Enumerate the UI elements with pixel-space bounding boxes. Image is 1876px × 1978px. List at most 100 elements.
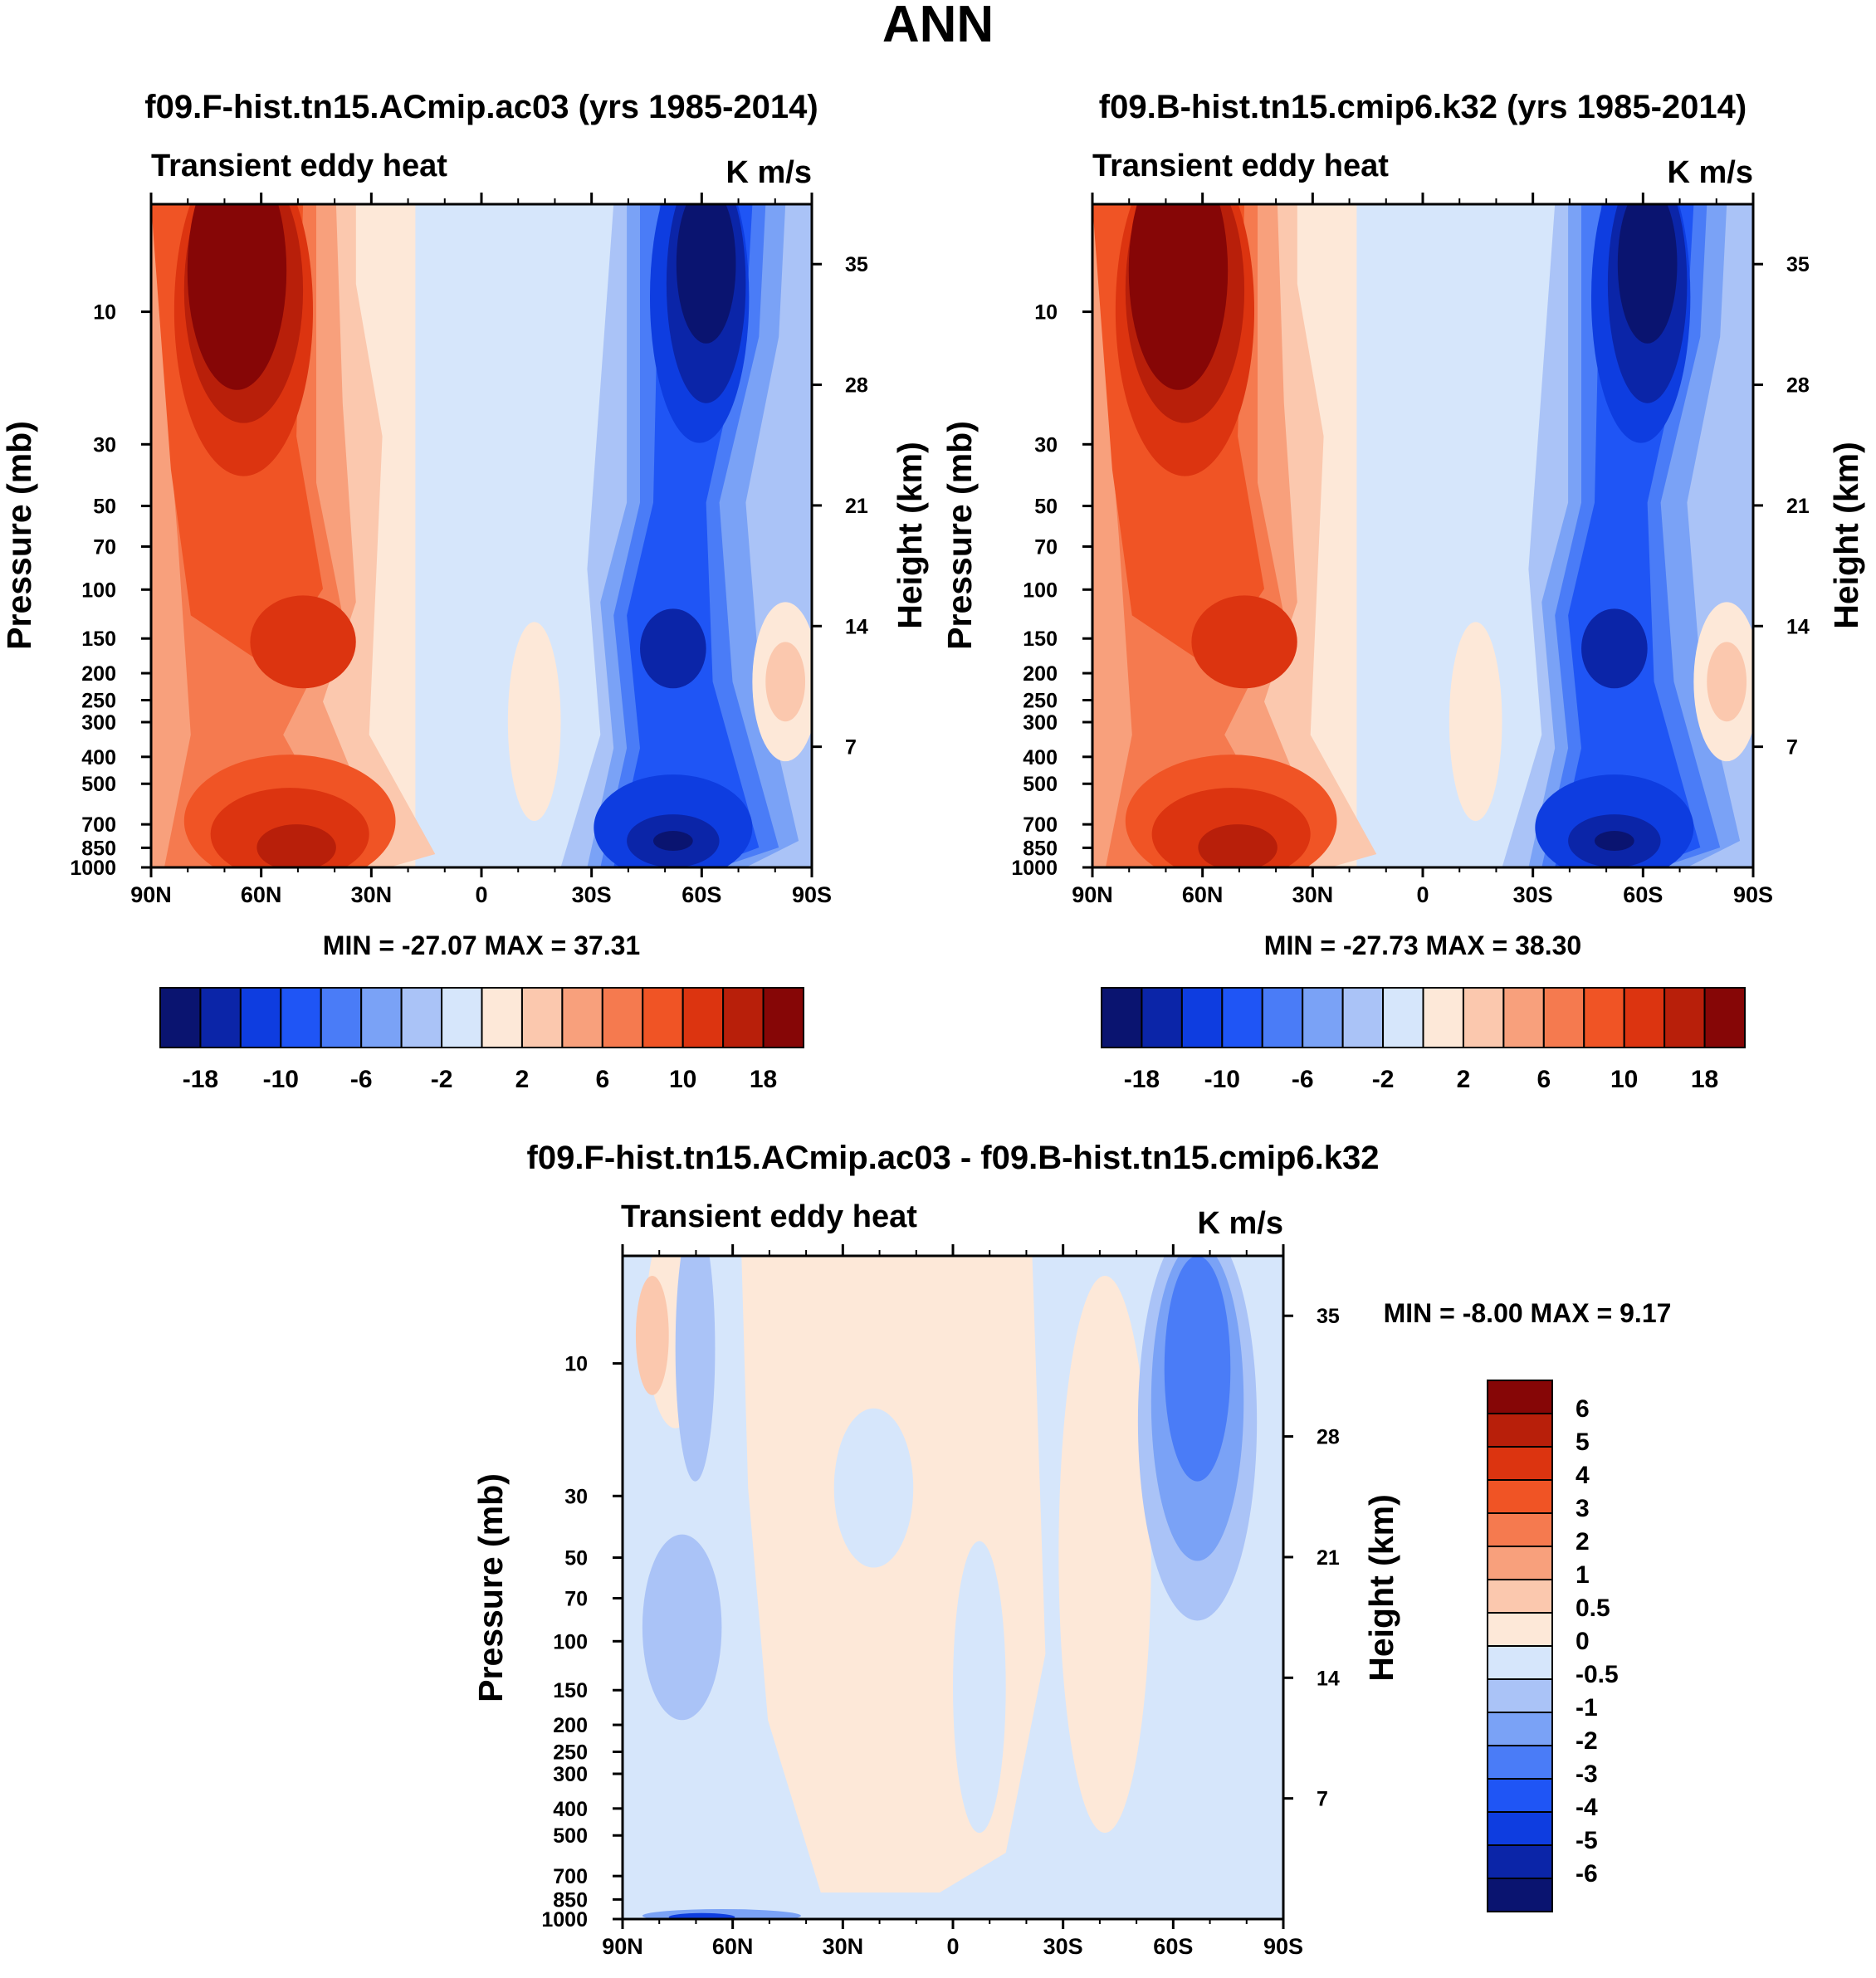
- panel-3-ylabel: Pressure (mb): [471, 1473, 510, 1702]
- colorbar-box: [561, 987, 603, 1048]
- colorbar-label: -0.5: [1576, 1661, 1619, 1688]
- tropical-warm-patch: [1449, 622, 1502, 822]
- colorbar-box: [1341, 987, 1385, 1048]
- panel-1-colorbar: -18 -10 -6 -2 2 6 10 18: [159, 987, 804, 1093]
- panel-1-minmax: MIN = -27.07 MAX = 37.31: [323, 930, 640, 960]
- colorbar-label: 18: [750, 1066, 777, 1093]
- y-tick-label: 400: [1023, 746, 1058, 769]
- colorbar-box: [1487, 1678, 1553, 1713]
- colorbar-box: [441, 987, 483, 1048]
- panel-3-contour-field: [635, 1256, 1258, 1919]
- y-tick-label: 100: [1023, 579, 1058, 602]
- y-tick-label: 850: [1023, 837, 1058, 860]
- x-tick-label: 90S: [1733, 882, 1773, 907]
- colorbar-box: [1261, 987, 1304, 1048]
- y-tick-label: 700: [553, 1865, 588, 1888]
- y-tick-label: 250: [1023, 689, 1058, 712]
- panel-3-title: f09.F-hist.tn15.ACmip.ac03 - f09.B-hist.…: [527, 1140, 1380, 1176]
- warm-core-18-plus: [1128, 204, 1229, 390]
- warm-lowtrop-14-18: [1198, 824, 1278, 867]
- y-tick-label: 500: [553, 1824, 588, 1848]
- y-tick-label: 300: [553, 1763, 588, 1786]
- panel-2-axes: 90N 60N 30N 0 30S 60S 90S103050701001502002503…: [1011, 193, 1810, 907]
- y-tick-label: 1000: [1011, 857, 1058, 880]
- colorbar-box: [682, 987, 725, 1048]
- panel-3-minmax: MIN = -8.00 MAX = 9.17: [1384, 1298, 1672, 1328]
- colorbar-box: [320, 987, 363, 1048]
- panel-1-left-subtitle: Transient eddy heat: [151, 149, 447, 183]
- height-tick-label: 21: [845, 495, 868, 518]
- diff-cool-pocket-1: [833, 1408, 914, 1568]
- y-tick-label: 30: [564, 1485, 588, 1508]
- y-tick-label: 200: [1023, 662, 1058, 686]
- height-tick-label: 28: [1786, 374, 1810, 398]
- height-tick-label: 28: [1317, 1426, 1340, 1449]
- colorbar-box: [642, 987, 684, 1048]
- tropical-warm-patch: [507, 622, 561, 822]
- y-tick-label: 70: [93, 535, 116, 559]
- colorbar-label: 6: [595, 1066, 609, 1093]
- height-tick-label: 14: [1317, 1667, 1340, 1690]
- height-tick-label: 21: [1786, 495, 1810, 518]
- y-tick-label: 500: [1023, 773, 1058, 796]
- panel-2-ylabel: Pressure (mb): [940, 421, 979, 650]
- colorbar-box: [1487, 1579, 1553, 1614]
- y-tick-label: 50: [93, 496, 116, 519]
- colorbar-box: [360, 987, 403, 1048]
- x-tick-label: 90S: [1263, 1934, 1303, 1959]
- x-tick-label: 60N: [1182, 882, 1224, 907]
- panel-1-units: K m/s: [726, 155, 812, 190]
- x-tick-label: 90S: [792, 882, 832, 907]
- height-tick-label: 7: [845, 736, 857, 759]
- colorbar-label: 0: [1576, 1628, 1590, 1655]
- colorbar-label: -6: [1292, 1066, 1314, 1093]
- colorbar-box: [1502, 987, 1545, 1048]
- y-tick-label: 10: [93, 301, 116, 325]
- diff-warm-np-core: [635, 1275, 669, 1395]
- colorbar-label: 6: [1576, 1395, 1590, 1423]
- colorbar-label: 1: [1576, 1561, 1590, 1589]
- panel-2-ylabel-right: Height (km): [1827, 442, 1865, 629]
- colorbar-box: [520, 987, 564, 1048]
- y-tick-label: 250: [553, 1741, 588, 1764]
- panel-1-title: f09.F-hist.tn15.ACmip.ac03 (yrs 1985-201…: [144, 89, 818, 125]
- colorbar-box: [1487, 1745, 1553, 1780]
- y-tick-label: 1000: [541, 1908, 588, 1932]
- colorbar-box: [280, 987, 322, 1048]
- panel-2-contour-field: [1092, 204, 1753, 867]
- height-tick-label: 14: [845, 615, 868, 638]
- x-tick-label: 60S: [1153, 1934, 1193, 1959]
- colorbar-label: -3: [1576, 1761, 1598, 1788]
- colorbar-box: [1487, 1778, 1553, 1813]
- panel-1-axes: 90N 60N 30N 0 30S 60S 90S103050701001502002503…: [70, 193, 868, 907]
- panel-1: f09.F-hist.tn15.ACmip.ac03 (yrs 1985-201…: [0, 89, 929, 1093]
- y-tick-label: 250: [81, 689, 116, 712]
- colorbar-box: [1141, 987, 1183, 1048]
- colorbar-label: 10: [669, 1066, 696, 1093]
- panel-3-ylabel-right: Height (km): [1362, 1494, 1400, 1682]
- y-tick-label: 400: [81, 746, 116, 769]
- colorbar-label: -6: [1576, 1860, 1598, 1888]
- colorbar-label: -2: [1372, 1066, 1395, 1093]
- diff-cool-sp-core: [1164, 1256, 1231, 1482]
- y-tick-label: 10: [564, 1353, 588, 1376]
- colorbar-box: [1487, 1612, 1553, 1647]
- colorbar-box: [1302, 987, 1344, 1048]
- panel-2-units: K m/s: [1668, 155, 1753, 190]
- colorbar-label: 2: [1457, 1066, 1471, 1093]
- height-tick-label: 21: [1317, 1546, 1340, 1570]
- y-tick-label: 10: [1034, 301, 1058, 325]
- y-tick-label: 850: [81, 837, 116, 860]
- colorbar-box: [1422, 987, 1464, 1048]
- y-tick-label: 100: [81, 579, 116, 602]
- polar-warm-core: [1707, 642, 1747, 722]
- y-tick-label: 400: [553, 1798, 588, 1821]
- colorbar-box: [239, 987, 282, 1048]
- diff-cool-nh-trop: [642, 1534, 722, 1721]
- height-tick-label: 35: [845, 253, 868, 276]
- colorbar-box: [1382, 987, 1424, 1048]
- panel-3-axes: 90N 60N 30N 0 30S 60S 90S103050701001502002503…: [541, 1244, 1340, 1959]
- colorbar-label: -10: [1204, 1066, 1240, 1093]
- colorbar-box: [722, 987, 765, 1048]
